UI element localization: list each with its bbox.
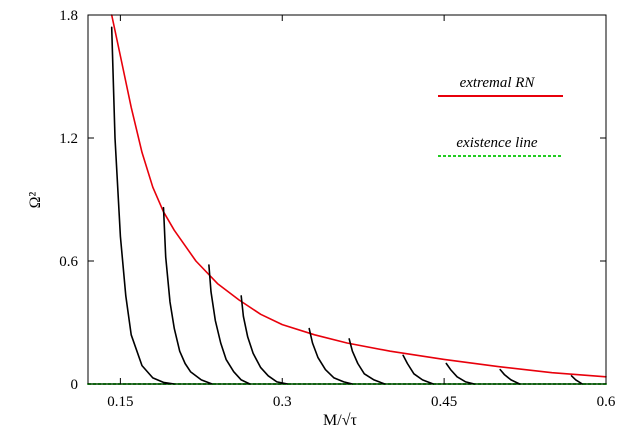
legend: extremal RN existence line <box>438 75 563 157</box>
legend-label: extremal RN <box>460 75 536 91</box>
x-tick-label: 0.15 <box>107 394 133 410</box>
y-tick-label: 0.6 <box>59 254 78 270</box>
ticks-layer: 0.15 0.3 0.45 0.6 0 0.6 1.2 1.8 <box>59 8 616 410</box>
series-layer <box>87 14 607 385</box>
plot-frame <box>87 14 607 385</box>
y-tick-label: 1.2 <box>59 131 78 147</box>
x-tick-label: 0.45 <box>431 394 457 410</box>
y-tick-label: 1.8 <box>59 8 78 24</box>
solution-curve-7 <box>348 338 386 385</box>
solution-curve-4 <box>208 264 251 385</box>
x-tick-label: 0.6 <box>597 394 616 410</box>
x-axis-label: M/√τ <box>323 412 357 427</box>
solution-curve-2 <box>110 26 176 385</box>
solution-curve-10 <box>499 368 521 385</box>
solution-curve-5 <box>240 295 289 385</box>
solution-curve-3 <box>162 206 213 385</box>
y-tick-label: 0 <box>71 377 79 393</box>
y-axis-label: Ω² <box>27 191 44 208</box>
extremal-rn-line <box>110 14 607 378</box>
solution-curve-11 <box>570 374 584 385</box>
solution-curve-6 <box>308 327 354 385</box>
legend-label: existence line <box>456 135 538 151</box>
solution-curve-9 <box>445 362 476 385</box>
solution-curve-8 <box>402 354 435 385</box>
x-tick-label: 0.3 <box>273 394 292 410</box>
